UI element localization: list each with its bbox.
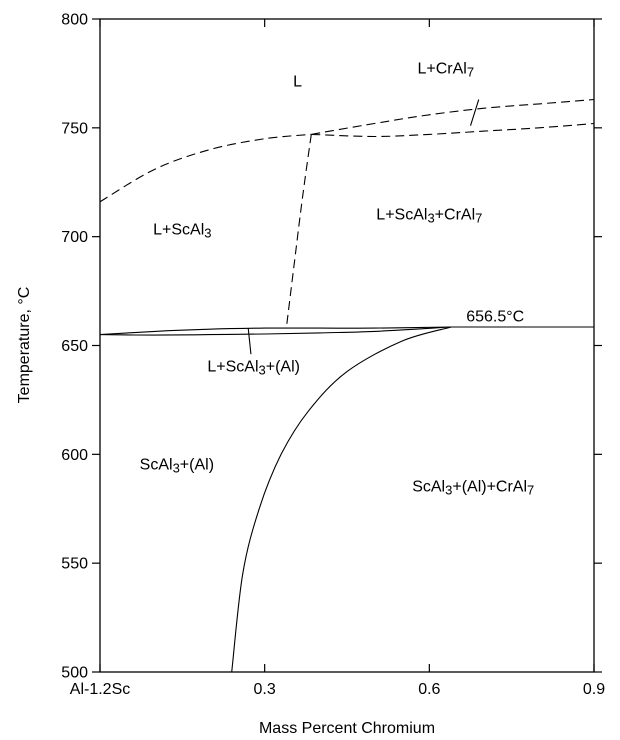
boundary-eutectic-upper [99, 326, 452, 336]
y-tick-label: 750 [61, 120, 88, 137]
region-label-temp-656: 656.5°C [466, 309, 524, 326]
label-text: +CrAl [435, 206, 475, 223]
x-axis-title: Mass Percent Chromium [259, 720, 435, 737]
label-subscript: 3 [445, 483, 452, 498]
label-subscript: 7 [467, 65, 474, 80]
label-subscript: 3 [173, 461, 180, 476]
boundary-scal3-crai7-boundary [286, 134, 312, 326]
label-text: L+ScAl [376, 206, 427, 223]
boundary-solvus-crai7 [231, 326, 452, 673]
region-label-L: L [293, 73, 302, 90]
phase-region-labels: LL+CrAl7L+ScAl3L+ScAl3+CrAl7656.5°CL+ScA… [140, 60, 535, 497]
region-label-L-ScAl3-CrAl7: L+ScAl3+CrAl7 [376, 206, 482, 225]
label-text: ScAl [412, 478, 445, 495]
y-tick-label: 500 [61, 665, 88, 682]
label-subscript: 7 [527, 483, 534, 498]
label-text: +(Al)+CrAl [452, 478, 527, 495]
x-tick-label: 0.6 [418, 681, 440, 698]
axis-ticks [92, 18, 602, 673]
leader-l-crai7 [469, 99, 480, 126]
phase-boundaries [99, 98, 595, 673]
label-text: +(Al) [180, 457, 214, 474]
region-label-ScAl3-Al-CrAl7: ScAl3+(Al)+CrAl7 [412, 478, 534, 497]
label-subscript: 3 [259, 363, 266, 378]
boundary-eutectic-lower [99, 326, 452, 336]
axis-tick-labels: Al-1.2Sc 0.3 0.6 0.9 500 550 600 650 700 750 800 [61, 12, 605, 699]
label-text: ScAl [140, 457, 173, 474]
y-axis-title: Temperature, °C [16, 287, 33, 404]
y-tick-label: 700 [61, 229, 88, 246]
plot-frame [99, 18, 595, 673]
label-text: L [293, 73, 302, 90]
label-subscript: 3 [204, 226, 211, 241]
boundary-liquidus-upper [311, 98, 595, 135]
label-text: +(Al) [266, 359, 300, 376]
y-tick-label: 600 [61, 447, 88, 464]
boundary-liquidus-scal3 [99, 133, 312, 203]
x-tick-label: 0.9 [583, 681, 605, 698]
leader-three-phase [247, 328, 252, 355]
y-tick-label: 550 [61, 556, 88, 573]
label-text: L+ScAl [207, 359, 258, 376]
region-label-ScAl3-Al: ScAl3+(Al) [140, 457, 214, 476]
region-label-L-CrAl7: L+CrAl7 [418, 60, 475, 79]
region-label-L-ScAl3-Al: L+ScAl3+(Al) [207, 359, 300, 378]
region-label-L-ScAl3: L+ScAl3 [153, 221, 211, 240]
label-text: 656.5°C [466, 309, 524, 326]
label-text: L+CrAl [418, 60, 467, 77]
y-tick-label: 800 [61, 12, 88, 29]
x-tick-label: Al-1.2Sc [70, 681, 130, 698]
y-tick-label: 650 [61, 338, 88, 355]
label-subscript: 3 [427, 211, 434, 226]
boundary-l-crai7-lower [311, 122, 595, 138]
label-text: L+ScAl [153, 221, 204, 238]
x-tick-label: 0.3 [254, 681, 276, 698]
label-subscript: 7 [475, 211, 482, 226]
